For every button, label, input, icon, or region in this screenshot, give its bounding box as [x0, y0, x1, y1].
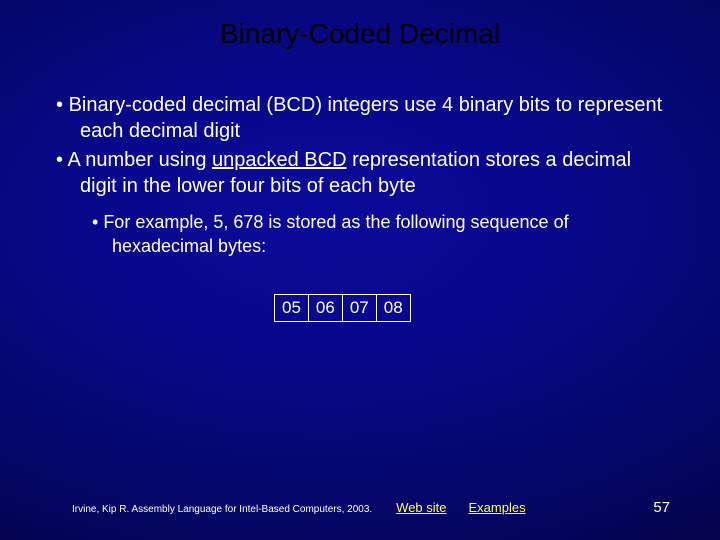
byte-cell: 07	[342, 294, 377, 322]
bullet-2-emph: unpacked BCD	[212, 149, 347, 171]
bullet-3: For example, 5, 678 is stored as the fol…	[56, 210, 664, 259]
byte-cell: 08	[376, 294, 411, 322]
byte-cell: 06	[308, 294, 343, 322]
bullet-2: A number using unpacked BCD representati…	[56, 147, 664, 200]
footer-reference: Irvine, Kip R. Assembly Language for Int…	[72, 504, 372, 515]
slide-title: Binary-Coded Decimal	[0, 0, 720, 50]
page-number: 57	[653, 499, 670, 516]
slide-content: Binary-coded decimal (BCD) integers use …	[0, 50, 720, 322]
footer: Irvine, Kip R. Assembly Language for Int…	[0, 499, 720, 516]
byte-cell: 05	[274, 294, 309, 322]
bullet-2-pre: A number using	[67, 149, 212, 171]
website-link[interactable]: Web site	[396, 500, 446, 515]
byte-sequence: 05 06 07 08	[274, 294, 664, 322]
bullet-1: Binary-coded decimal (BCD) integers use …	[56, 92, 664, 145]
slide: Binary-Coded Decimal Binary-coded decima…	[0, 0, 720, 540]
examples-link[interactable]: Examples	[469, 500, 526, 515]
footer-links: Web site Examples	[396, 500, 525, 515]
